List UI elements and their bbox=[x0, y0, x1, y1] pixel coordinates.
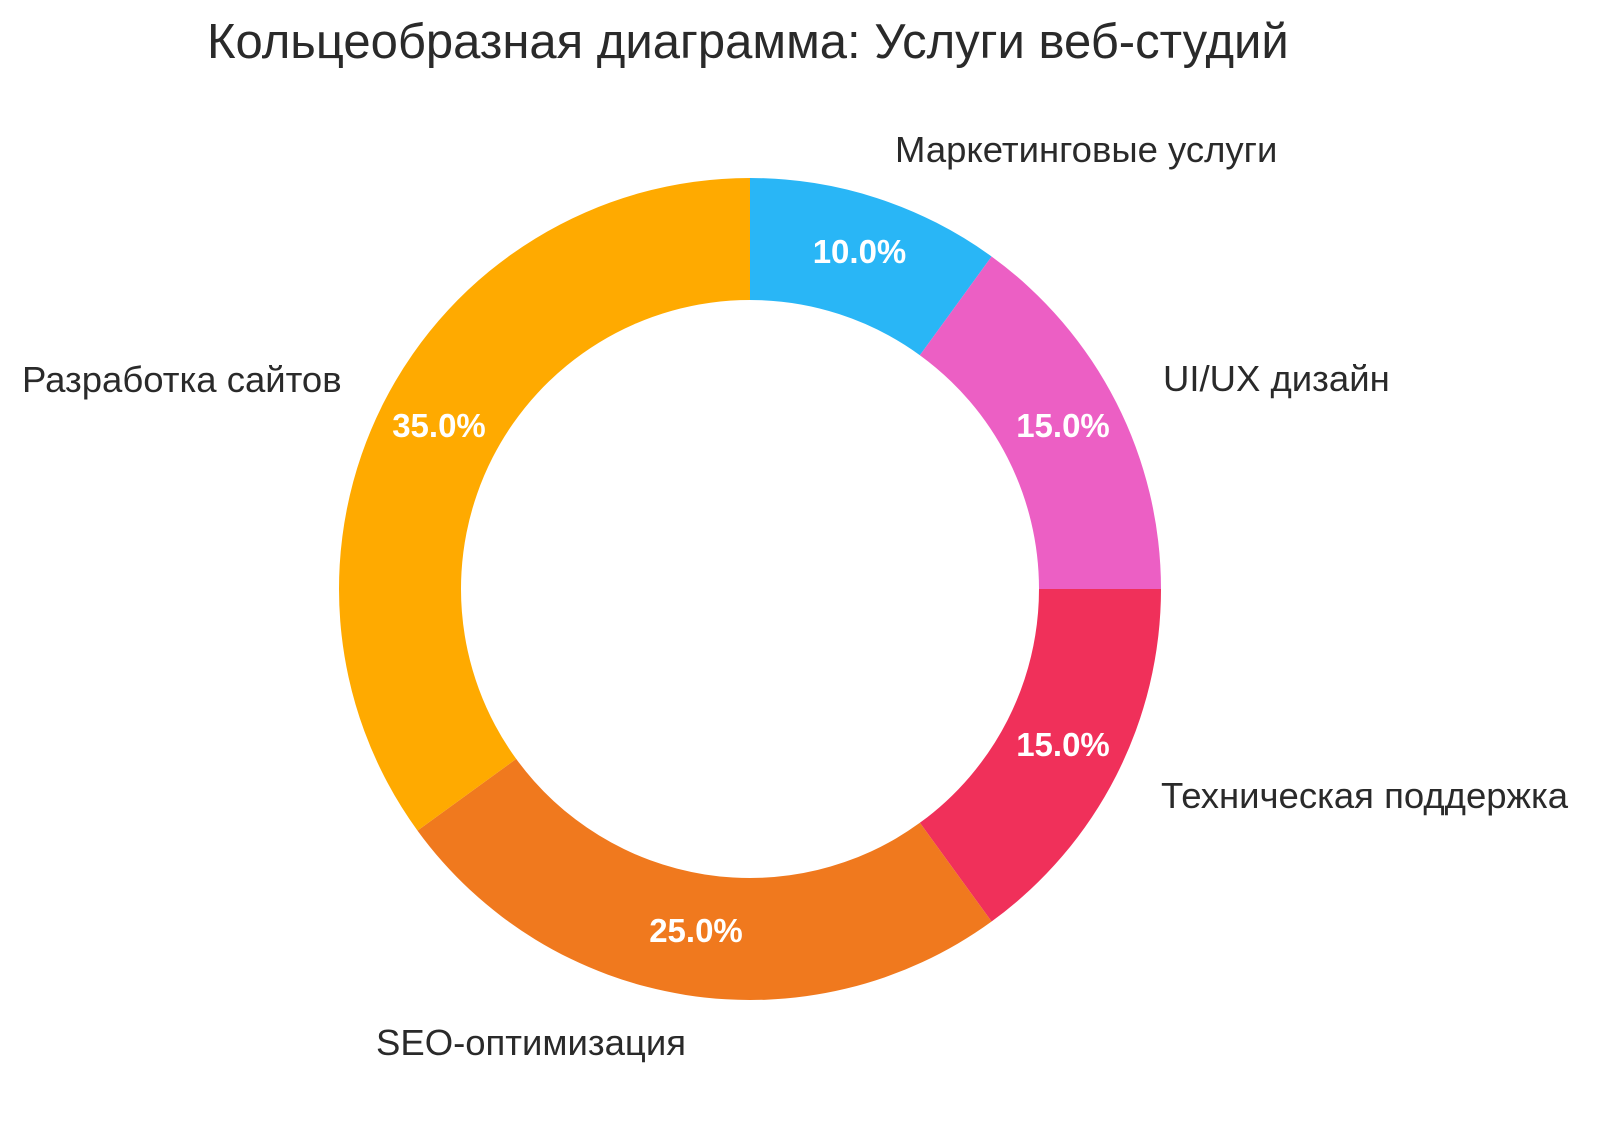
svg-text:10.0%: 10.0% bbox=[813, 233, 907, 270]
svg-text:15.0%: 15.0% bbox=[1016, 726, 1110, 763]
svg-text:Маркетинговые услуги: Маркетинговые услуги bbox=[895, 129, 1277, 170]
svg-text:25.0%: 25.0% bbox=[649, 912, 743, 949]
svg-text:UI/UX дизайн: UI/UX дизайн bbox=[1163, 358, 1390, 399]
svg-text:15.0%: 15.0% bbox=[1016, 407, 1110, 444]
svg-text:Техническая поддержка: Техническая поддержка bbox=[1161, 775, 1569, 816]
svg-text:Разработка сайтов: Разработка сайтов bbox=[22, 359, 342, 400]
svg-text:35.0%: 35.0% bbox=[392, 407, 486, 444]
svg-text:SEO-оптимизация: SEO-оптимизация bbox=[376, 1022, 686, 1063]
